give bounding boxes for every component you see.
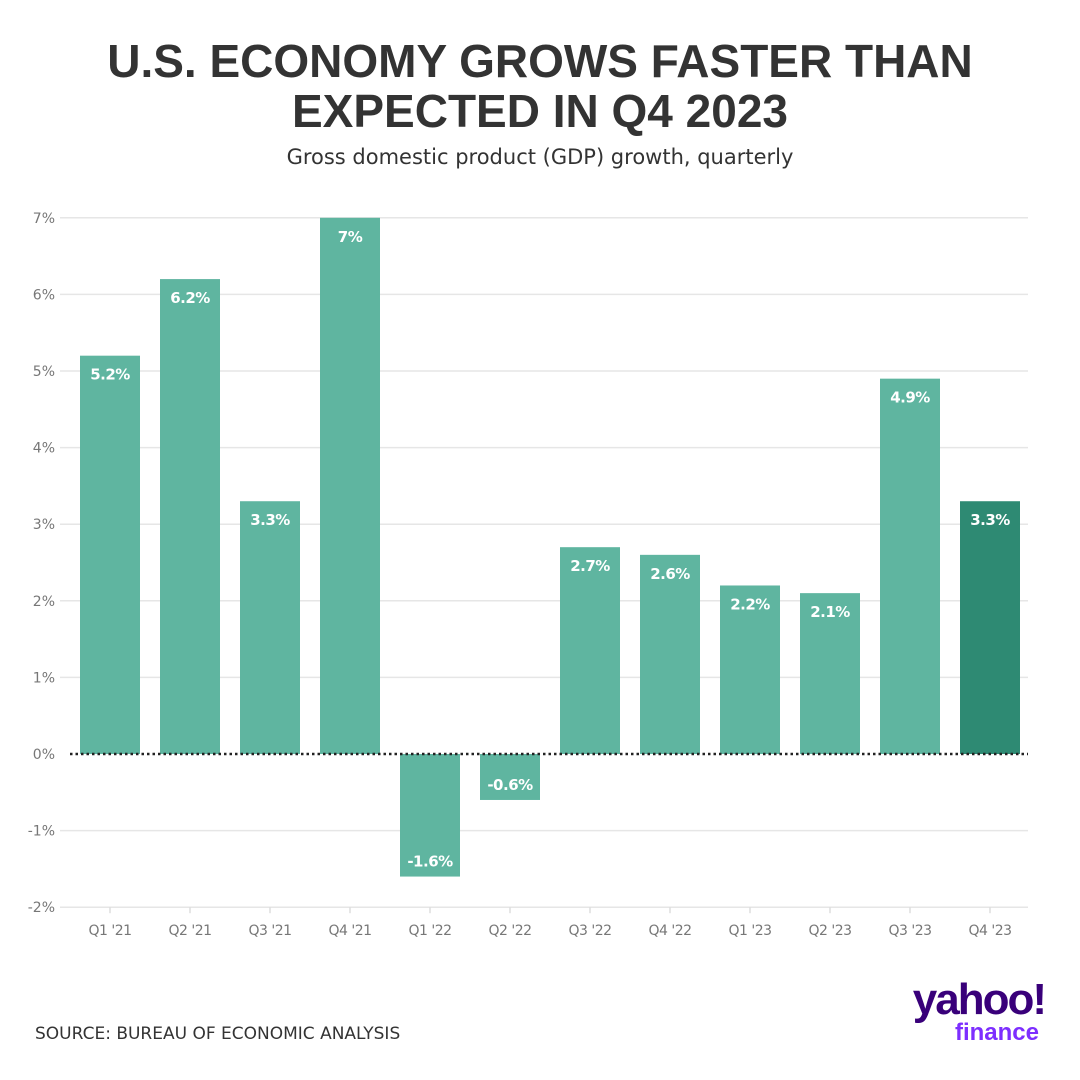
data-label: -1.6%: [407, 853, 453, 871]
bar-chart: -2% -1% 0% 1% 2% 3% 4% 5% 6% 7% 5.2% Q1 '21 6.2% Q2 '…: [28, 211, 1028, 939]
chart-subtitle: Gross domestic product (GDP) growth, qua…: [286, 145, 794, 169]
logo-sub: finance: [954, 1019, 1039, 1046]
data-label: 2.6%: [650, 565, 690, 583]
x-tick-label: Q3 '22: [568, 923, 611, 939]
yahoo-finance-logo: yahoo! finance: [870, 975, 1047, 1046]
x-tick-label: Q4 '21: [328, 923, 371, 939]
data-label: 7%: [338, 228, 363, 246]
logo-word: yahoo!: [912, 975, 1047, 1024]
x-tick-label: Q3 '23: [888, 923, 931, 939]
y-tick-label: 4%: [33, 441, 55, 457]
data-label: 2.7%: [570, 557, 610, 575]
bar: [720, 585, 780, 754]
chart-title: U.S. ECONOMY GROWS FASTER THAN EXPECTED …: [107, 35, 973, 137]
data-label: 2.2%: [730, 595, 770, 613]
x-tick-label: Q1 '23: [728, 923, 771, 939]
bar: [320, 217, 380, 755]
bar: [960, 501, 1020, 754]
bar: [480, 754, 540, 800]
x-tick-label: Q4 '23: [968, 923, 1011, 939]
y-tick-label: 2%: [33, 594, 55, 610]
bar: [400, 754, 460, 877]
x-tick-label: Q1 '21: [88, 923, 131, 939]
bar: [80, 355, 140, 754]
x-tick-label: Q2 '21: [168, 923, 211, 939]
x-tick-label: Q3 '21: [248, 923, 291, 939]
bar: [800, 593, 860, 754]
bar: [560, 547, 620, 754]
y-tick-label: 7%: [33, 211, 55, 227]
data-label: 2.1%: [810, 603, 850, 621]
y-tick-label: 0%: [33, 747, 55, 763]
bar: [640, 554, 700, 754]
data-label: 3.3%: [250, 511, 290, 529]
source-note: SOURCE: BUREAU OF ECONOMIC ANALYSIS: [35, 1024, 401, 1044]
y-tick-label: 6%: [33, 287, 55, 303]
x-tick-label: Q2 '22: [488, 923, 531, 939]
data-label: 5.2%: [90, 366, 130, 384]
y-tick-label: 1%: [33, 670, 55, 686]
chart-header: U.S. ECONOMY GROWS FASTER THAN EXPECTED …: [20, 36, 1060, 170]
x-tick-label: Q1 '22: [408, 923, 451, 939]
data-label: -0.6%: [487, 776, 533, 794]
y-tick-label: 3%: [33, 517, 55, 533]
data-label: 4.9%: [890, 389, 930, 407]
x-tick-label: Q4 '22: [648, 923, 691, 939]
data-label: 3.3%: [970, 511, 1010, 529]
y-tick-label: -2%: [28, 900, 55, 916]
y-tick-label: 5%: [33, 364, 55, 380]
x-tick-label: Q2 '23: [808, 923, 851, 939]
data-label: 6.2%: [170, 289, 210, 307]
bar: [240, 501, 300, 754]
bar: [880, 378, 940, 754]
bar: [160, 279, 220, 754]
y-tick-label: -1%: [28, 824, 55, 840]
